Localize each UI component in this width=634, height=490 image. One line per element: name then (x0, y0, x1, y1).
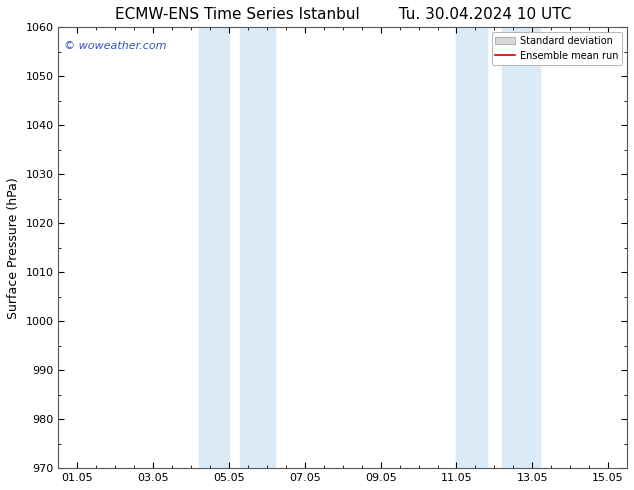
Bar (240, 27, 275, 468)
Bar (502, 27, 540, 468)
Title: ECMW-ENS Time Series Istanbul        Tu. 30.04.2024 10 UTC: ECMW-ENS Time Series Istanbul Tu. 30.04.… (115, 7, 571, 22)
Bar (198, 27, 229, 468)
Y-axis label: Surface Pressure (hPa): Surface Pressure (hPa) (7, 177, 20, 318)
Text: © woweather.com: © woweather.com (64, 41, 167, 50)
Bar (456, 27, 487, 468)
Legend: Standard deviation, Ensemble mean run: Standard deviation, Ensemble mean run (491, 32, 622, 65)
